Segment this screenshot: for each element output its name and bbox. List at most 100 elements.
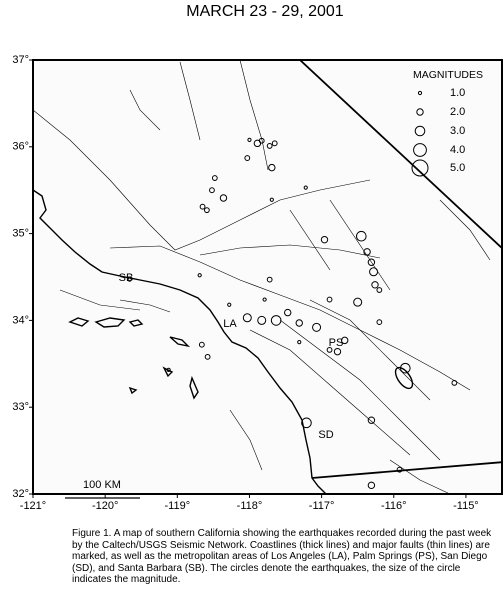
fault [249, 329, 411, 456]
earthquake [219, 194, 228, 202]
earthquake [301, 417, 312, 429]
map-area [33, 60, 502, 494]
fault [439, 199, 491, 261]
x-tick-label: -116° [381, 500, 407, 512]
y-tick-label: 37° [12, 54, 29, 66]
earthquake [244, 155, 251, 161]
legend-circle [416, 108, 424, 116]
earthquake [268, 163, 276, 172]
earthquake [166, 367, 171, 372]
earthquake [242, 313, 252, 323]
x-tick-label: -115° [453, 500, 479, 512]
legend-circle [417, 90, 423, 96]
fault [329, 199, 391, 291]
earthquake [269, 197, 274, 202]
island [128, 386, 138, 395]
legend-circle [413, 143, 427, 157]
earthquake [367, 258, 376, 266]
earthquake [333, 347, 342, 356]
x-tick-label: -117° [309, 500, 335, 512]
legend-label: 2.0 [450, 106, 465, 118]
earthquake [266, 143, 273, 149]
fault [59, 289, 141, 311]
fault [229, 409, 263, 471]
fault [279, 319, 441, 461]
fault [129, 89, 161, 131]
fault [33, 109, 371, 251]
earthquake [247, 137, 252, 142]
island [162, 366, 174, 378]
y-tick-label: 35° [12, 228, 29, 240]
fault [389, 459, 451, 494]
earthquake [266, 276, 273, 283]
x-tick-label: -121° [20, 500, 46, 512]
earthquake [127, 277, 132, 282]
scale-label: 100 KM [83, 479, 121, 491]
island [128, 319, 144, 327]
earthquake [270, 315, 282, 326]
fault [309, 299, 431, 401]
city-label: SB [119, 272, 134, 284]
earthquake [209, 187, 215, 194]
earthquake [258, 137, 265, 144]
earthquake [262, 297, 267, 302]
island [68, 317, 90, 327]
earthquake [396, 466, 403, 473]
earthquake [326, 296, 333, 303]
earthquake [199, 203, 206, 210]
earthquake [326, 347, 333, 353]
legend-title: MAGNITUDES [413, 69, 483, 81]
city-label: SD [318, 429, 333, 441]
legend-label: 4.0 [450, 144, 465, 156]
x-tick-label: -118° [237, 500, 263, 512]
title: MARCH 23 - 29, 2001 [186, 3, 344, 20]
state-border [299, 60, 502, 250]
island [169, 336, 191, 348]
city-label: LA [223, 318, 237, 330]
fault [109, 245, 471, 391]
earthquake [297, 340, 302, 345]
mexico-border [311, 461, 502, 479]
x-tick-label: -120° [92, 500, 118, 512]
map-frame [32, 59, 503, 495]
fault [239, 60, 269, 171]
earthquake [320, 235, 329, 244]
x-tick-label: -119° [165, 500, 191, 512]
earthquake [367, 416, 376, 424]
fault [289, 209, 331, 271]
earthquake [312, 322, 322, 332]
earthquake [198, 341, 205, 348]
fault [119, 299, 171, 313]
city-label: PS [329, 337, 344, 349]
fault [179, 61, 201, 141]
island [189, 375, 199, 400]
caption: Figure 1. A map of southern California s… [72, 528, 492, 585]
earthquake [227, 302, 232, 307]
island [94, 317, 126, 328]
y-tick-label: 34° [12, 314, 29, 326]
earthquake [204, 353, 211, 360]
earthquake [363, 248, 371, 256]
earthquake [295, 319, 303, 327]
earthquake [367, 481, 376, 490]
earthquake [303, 185, 308, 190]
earthquake [211, 175, 218, 181]
salton-sea [394, 366, 414, 390]
earthquake [356, 230, 367, 242]
earthquake [341, 336, 349, 345]
earthquake [369, 267, 379, 277]
earthquake [400, 362, 411, 374]
legend-label: 3.0 [450, 125, 465, 137]
y-tick-label: 33° [12, 401, 29, 413]
earthquake [376, 319, 383, 326]
legend-circle [414, 125, 426, 137]
legend-label: 1.0 [450, 87, 465, 99]
earthquake [197, 273, 202, 278]
legend-label: 5.0 [450, 162, 465, 174]
earthquake [371, 281, 379, 289]
map: MARCH 23 - 29, 2001 -121° -120° -119° -118°… [12, 3, 503, 512]
basemap [33, 60, 502, 494]
earthquake [451, 379, 458, 386]
earthquake [376, 287, 383, 293]
